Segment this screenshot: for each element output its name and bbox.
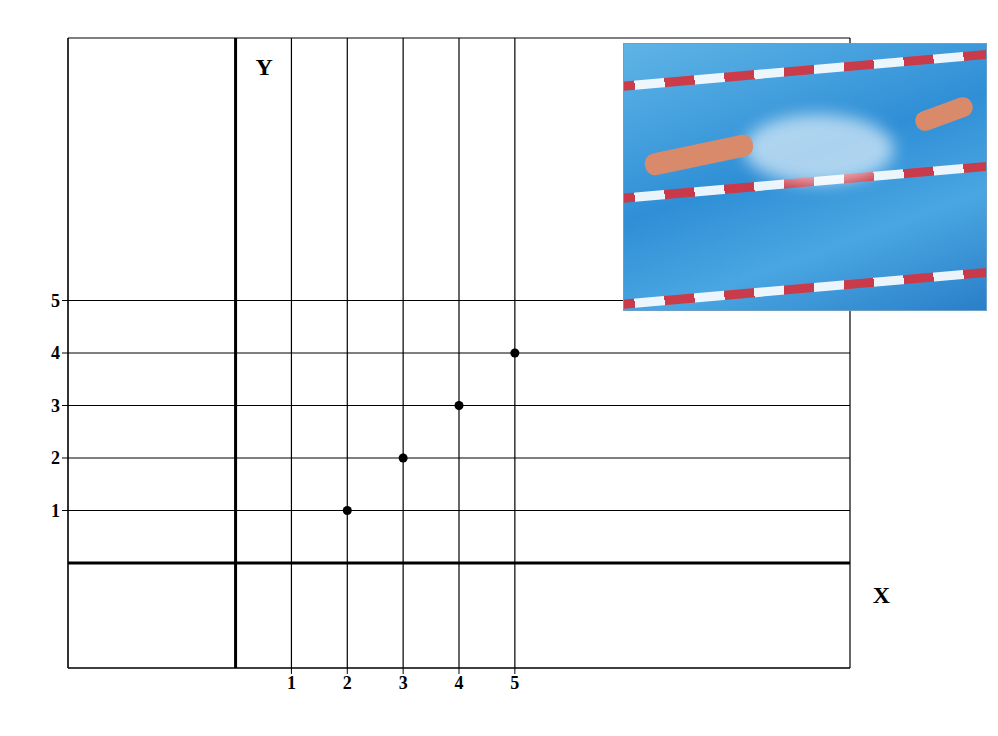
svg-text:2: 2	[51, 448, 60, 468]
svg-text:5: 5	[51, 291, 60, 311]
svg-text:X: X	[873, 582, 891, 608]
svg-text:4: 4	[455, 673, 464, 693]
svg-text:4: 4	[51, 343, 60, 363]
svg-text:3: 3	[51, 396, 60, 416]
svg-text:2: 2	[343, 673, 352, 693]
svg-text:3: 3	[399, 673, 408, 693]
svg-text:5: 5	[510, 673, 519, 693]
svg-text:1: 1	[287, 673, 296, 693]
svg-text:1: 1	[51, 501, 60, 521]
svg-text:Y: Y	[256, 54, 273, 80]
